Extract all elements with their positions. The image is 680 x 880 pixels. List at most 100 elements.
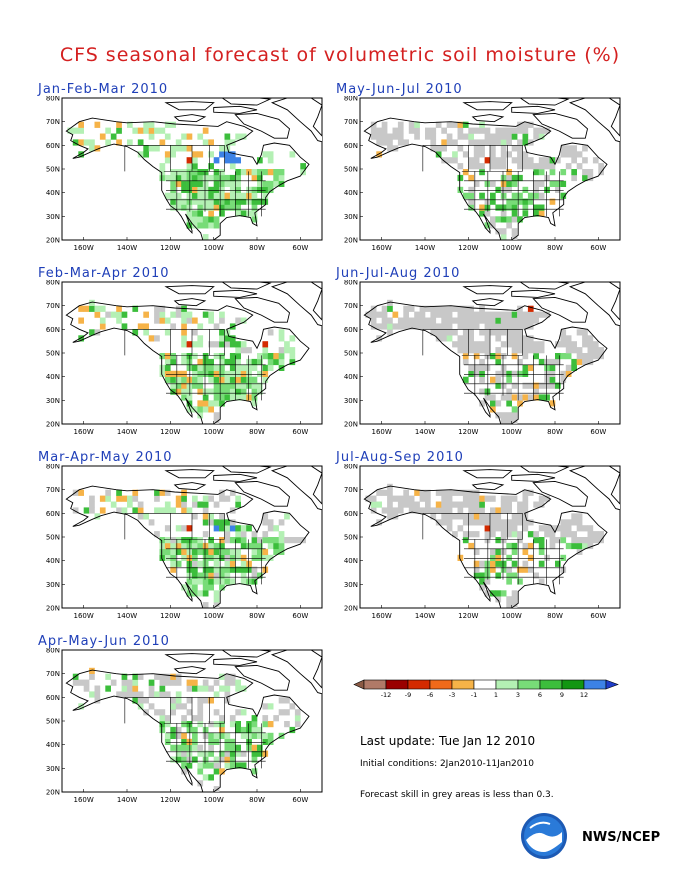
lat-tick-label: 70N (46, 302, 60, 310)
lon-tick-label: 60W (292, 612, 308, 620)
lon-tick-label: 160W (74, 244, 94, 252)
lat-tick-label: 30N (344, 397, 358, 405)
legend-tick-label: -3 (449, 691, 455, 699)
lat-tick-label: 80N (344, 464, 358, 471)
lat-tick-label: 20N (46, 605, 60, 613)
coastlines (65, 98, 322, 240)
legend-swatch (363, 679, 387, 690)
legend-swatch (539, 679, 563, 690)
lon-tick-label: 60W (292, 428, 308, 436)
state-borders (124, 329, 266, 401)
legend-swatch (385, 679, 409, 690)
shaded-cells (365, 483, 604, 608)
state-borders (422, 513, 564, 585)
legend-tick-label: 12 (580, 691, 588, 699)
lat-tick-label: 50N (46, 718, 60, 726)
state-borders (124, 145, 266, 217)
lon-tick-label: 60W (590, 244, 606, 252)
soil-moisture-map: 80N 70N 60N 50N 40N 30N 20N 160W 140W 120W 100W 80W… (344, 96, 621, 252)
map-layer (363, 98, 620, 240)
last-update-text: Last update: Tue Jan 12 2010 (360, 734, 536, 748)
lat-tick-label: 60N (46, 510, 60, 518)
lat-tick-label: 70N (46, 118, 60, 126)
lat-tick-label: 30N (46, 397, 60, 405)
legend-swatch (429, 679, 453, 690)
lon-tick-label: 80W (249, 428, 265, 436)
lon-tick-label: 120W (458, 428, 478, 436)
map-layer (363, 282, 620, 424)
noaa-logo-icon (521, 813, 567, 859)
lon-tick-label: 160W (372, 612, 392, 620)
shaded-cells (365, 299, 604, 424)
lon-tick-label: 120W (160, 244, 180, 252)
legend-arrow-right (605, 679, 619, 690)
lat-tick-label: 20N (344, 605, 358, 613)
lat-tick-label: 50N (46, 534, 60, 542)
lon-tick-label: 120W (160, 612, 180, 620)
lon-tick-label: 140W (415, 612, 435, 620)
soil-moisture-map: 80N 70N 60N 50N 40N 30N 20N 160W 140W 120W 100W 80W… (46, 464, 323, 620)
lat-tick-label: 50N (46, 350, 60, 358)
lon-tick-label: 140W (117, 244, 137, 252)
lat-tick-label: 80N (344, 280, 358, 287)
page-title: CFS seasonal forecast of volumetric soil… (59, 44, 621, 66)
panel-title: Jul-Aug-Sep 2010 (336, 450, 464, 465)
lon-tick-label: 80W (249, 612, 265, 620)
lon-tick-label: 60W (590, 428, 606, 436)
lon-tick-label: 140W (415, 428, 435, 436)
lat-tick-label: 20N (46, 789, 60, 797)
map-layer (65, 466, 322, 608)
lat-tick-label: 30N (344, 581, 358, 589)
legend-swatch (407, 679, 431, 690)
forecast-panel-feb-mar-apr: Feb-Mar-Apr 2010 80N 70N 60N 50N 40N 30N 20N 16… (36, 266, 356, 470)
lon-tick-label: 120W (458, 244, 478, 252)
lon-tick-label: 140W (415, 244, 435, 252)
forecast-panel-jan-feb-mar: Jan-Feb-Mar 2010 80N 70N 60N 50N 40N 30N 20N 16… (36, 82, 356, 286)
lon-tick-label: 100W (502, 244, 522, 252)
map-layer (65, 282, 322, 424)
lon-tick-label: 140W (117, 428, 137, 436)
lat-tick-label: 40N (46, 189, 60, 197)
lon-tick-label: 100W (204, 612, 224, 620)
lat-tick-label: 80N (46, 280, 60, 287)
lon-tick-label: 80W (249, 244, 265, 252)
legend-swatch (495, 679, 519, 690)
color-legend: -12 -9 -6 -3 -1 1 3 6 9 12 (353, 679, 619, 699)
soil-moisture-map: 80N 70N 60N 50N 40N 30N 20N 160W 140W 120W 100W 80W… (344, 464, 621, 620)
lon-tick-label: 60W (590, 612, 606, 620)
soil-moisture-map: 80N 70N 60N 50N 40N 30N 20N 160W 140W 120W 100W 80W… (344, 280, 621, 436)
lon-tick-label: 140W (117, 612, 137, 620)
lat-tick-label: 50N (344, 534, 358, 542)
lon-tick-label: 140W (117, 796, 137, 804)
lat-tick-label: 60N (344, 142, 358, 150)
lat-tick-label: 60N (344, 326, 358, 334)
shaded-cells (72, 667, 301, 792)
lat-tick-label: 70N (344, 302, 358, 310)
forecast-panel-apr-may-jun: Apr-May-Jun 2010 80N 70N 60N 50N 40N 30N 20N 16… (36, 634, 356, 838)
forecast-panel-jun-jul-aug: Jun-Jul-Aug 2010 80N 70N 60N 50N 40N 30N 20N 16… (334, 266, 654, 470)
lat-tick-label: 40N (46, 373, 60, 381)
lon-tick-label: 100W (502, 428, 522, 436)
lat-tick-label: 60N (344, 510, 358, 518)
lat-tick-label: 30N (46, 765, 60, 773)
lon-tick-label: 160W (74, 796, 94, 804)
lon-tick-label: 100W (204, 796, 224, 804)
lon-tick-label: 160W (74, 428, 94, 436)
lat-tick-label: 50N (344, 166, 358, 174)
forecast-panel-mar-apr-may: Mar-Apr-May 2010 80N 70N 60N 50N 40N 30N 20N 16… (36, 450, 356, 654)
lon-tick-label: 120W (458, 612, 478, 620)
panel-title: May-Jun-Jul 2010 (336, 82, 463, 97)
soil-moisture-map: 80N 70N 60N 50N 40N 30N 20N 160W 140W 120W 100W 80W… (46, 280, 323, 436)
lat-tick-label: 60N (46, 326, 60, 334)
lat-tick-label: 30N (46, 581, 60, 589)
lat-tick-label: 70N (344, 118, 358, 126)
shaded-cells (370, 121, 604, 240)
lat-tick-label: 20N (344, 421, 358, 429)
forecast-panel-jul-aug-sep: Jul-Aug-Sep 2010 80N 70N 60N 50N 40N 30N 20N 16… (334, 450, 654, 654)
legend-swatch (517, 679, 541, 690)
shaded-cells (78, 299, 296, 424)
lat-tick-label: 30N (46, 213, 60, 221)
lat-tick-label: 20N (344, 237, 358, 245)
lat-tick-label: 40N (46, 741, 60, 749)
coastlines (65, 650, 322, 792)
